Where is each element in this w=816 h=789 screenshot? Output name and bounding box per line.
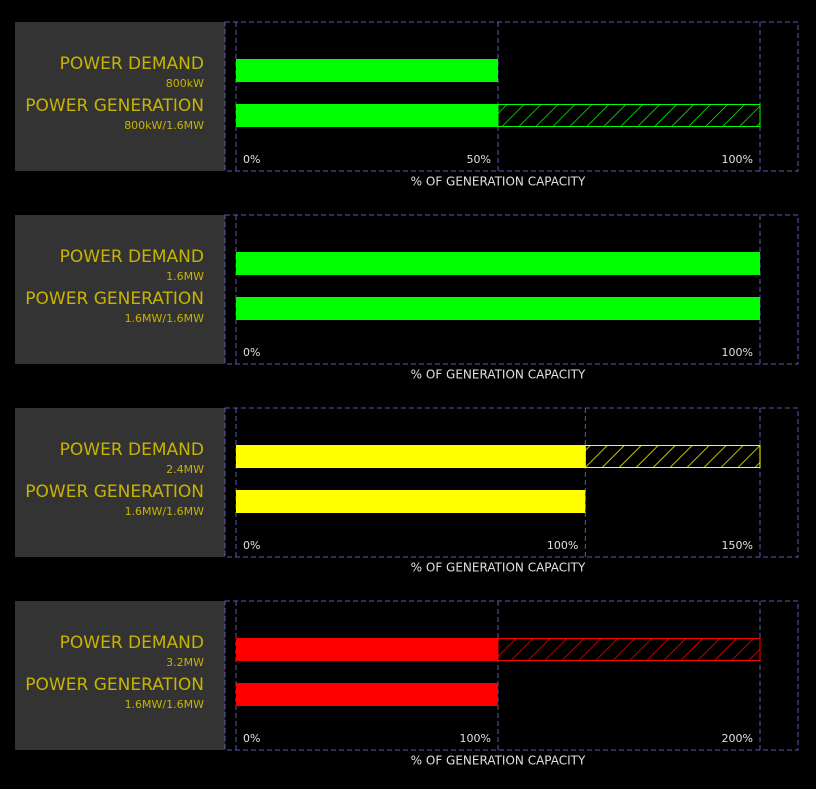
x-axis-title: % OF GENERATION CAPACITY bbox=[411, 368, 586, 382]
category-label: POWER DEMAND bbox=[60, 633, 204, 653]
category-sublabel: 1.6MW/1.6MW bbox=[125, 698, 205, 711]
category-label: POWER DEMAND bbox=[60, 440, 204, 460]
bar bbox=[236, 445, 586, 468]
x-axis-title: % OF GENERATION CAPACITY bbox=[411, 754, 586, 768]
category-label: POWER GENERATION bbox=[25, 289, 204, 309]
bar bbox=[236, 297, 760, 320]
x-tick-label: 200% bbox=[722, 732, 753, 745]
category-sublabel: 2.4MW bbox=[166, 463, 204, 476]
x-tick-label: 100% bbox=[547, 539, 578, 552]
category-label: POWER GENERATION bbox=[25, 96, 204, 116]
x-tick-label: 150% bbox=[722, 539, 753, 552]
panel: 0% 100% 200% % OF GENERATION CAPACITY POWER … bbox=[15, 600, 799, 768]
category-label: POWER GENERATION bbox=[25, 482, 204, 502]
label-box bbox=[15, 22, 225, 171]
label-box bbox=[15, 601, 225, 750]
hatched-bar bbox=[497, 104, 761, 127]
bar bbox=[236, 638, 498, 661]
bar bbox=[236, 490, 586, 513]
panel: 0% 100% % OF GENERATION CAPACITY POWER DEMA… bbox=[15, 214, 799, 382]
panel: 0% 100% 150% % OF GENERATION CAPACITY POWER … bbox=[15, 407, 799, 575]
bar bbox=[236, 683, 498, 706]
bar bbox=[236, 104, 498, 127]
category-sublabel: 1.6MW/1.6MW bbox=[125, 312, 205, 325]
label-box bbox=[15, 408, 225, 557]
category-label: POWER DEMAND bbox=[60, 247, 204, 267]
hatched-bar bbox=[584, 445, 761, 468]
x-tick-label: 100% bbox=[722, 346, 753, 359]
plot-frame bbox=[224, 600, 799, 751]
category-label: POWER DEMAND bbox=[60, 54, 204, 74]
x-tick-label: 100% bbox=[460, 732, 491, 745]
x-tick-label: 0% bbox=[243, 346, 260, 359]
bar bbox=[236, 252, 760, 275]
x-axis-title: % OF GENERATION CAPACITY bbox=[411, 561, 586, 575]
plot-frame bbox=[224, 214, 799, 365]
bar bbox=[236, 59, 498, 82]
x-tick-label: 0% bbox=[243, 732, 260, 745]
x-axis-title: % OF GENERATION CAPACITY bbox=[411, 175, 586, 189]
category-sublabel: 1.6MW/1.6MW bbox=[125, 505, 205, 518]
category-sublabel: 800kW/1.6MW bbox=[124, 119, 204, 132]
panel: 0% 50% 100% % OF GENERATION CAPACITY POWER D… bbox=[15, 21, 799, 189]
plot-frame bbox=[224, 21, 799, 172]
category-sublabel: 3.2MW bbox=[166, 656, 204, 669]
x-tick-label: 0% bbox=[243, 539, 260, 552]
label-box bbox=[15, 215, 225, 364]
category-sublabel: 800kW bbox=[166, 77, 204, 90]
hatched-bar bbox=[497, 638, 761, 661]
category-label: POWER GENERATION bbox=[25, 675, 204, 695]
x-tick-label: 50% bbox=[467, 153, 491, 166]
category-sublabel: 1.6MW bbox=[166, 270, 204, 283]
x-tick-label: 100% bbox=[722, 153, 753, 166]
plot-frame bbox=[224, 407, 799, 558]
x-tick-label: 0% bbox=[243, 153, 260, 166]
